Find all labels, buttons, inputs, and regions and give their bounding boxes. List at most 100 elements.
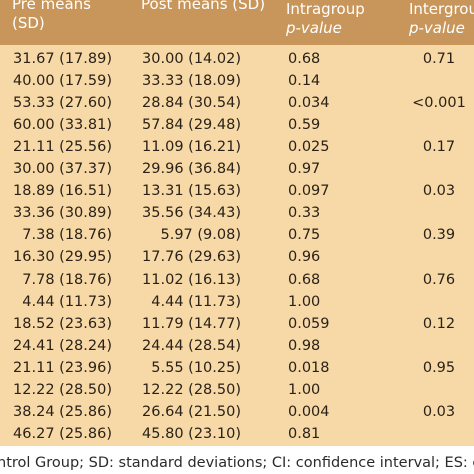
- cell-pre-mean: 40.00 (17.59): [13, 73, 112, 90]
- cell-intergroup-p: 0.39: [422, 227, 456, 244]
- footnote-text: ntrol Group; SD: standard deviations; CI…: [0, 455, 474, 471]
- header-inter-line2: p-value: [409, 19, 465, 37]
- cell-post-mean: 4.44 (11.73): [151, 293, 241, 310]
- cell-intergroup-p: <0.001: [412, 95, 466, 112]
- cell-intergroup-wrap: 0.95: [0, 357, 474, 379]
- cell-post-mean: 5.55 (10.25): [151, 359, 241, 376]
- cell-post-mean: 5.97 (9.08): [160, 227, 242, 244]
- cell-pre-mean: 33.36 (30.89): [13, 205, 112, 222]
- table-row: 18.89 (16.51) 13.31 (15.63) 0.097 0.03: [0, 180, 474, 202]
- cell-intergroup-wrap: 0.17: [0, 136, 474, 158]
- table-row: 7.78 (18.76) 11.02 (16.13) 0.68 0.76: [0, 269, 474, 291]
- cell-intergroup-wrap: [0, 423, 474, 445]
- cell-intergroup-wrap: [0, 291, 474, 313]
- cell-pre-mean: 24.41 (28.24): [13, 337, 112, 354]
- cell-intergroup-wrap: [0, 114, 474, 136]
- header-pre-means: Pre means (SD): [12, 0, 91, 33]
- cell-intergroup-wrap: 0.76: [0, 269, 474, 291]
- cell-pre-mean: 53.33 (27.60): [13, 95, 112, 112]
- cell-pre-mean: 60.00 (33.81): [13, 117, 112, 134]
- table-footnote: ntrol Group; SD: standard deviations; CI…: [0, 452, 474, 474]
- cell-intergroup-wrap: [0, 335, 474, 357]
- header-intra-line1: Intragroup: [286, 0, 365, 18]
- cell-pre-mean: 21.11 (23.96): [13, 359, 112, 376]
- cell-post-mean: 11.09 (16.21): [142, 139, 241, 156]
- cell-intragroup-p: 0.14: [288, 73, 321, 90]
- cell-intragroup-p: 1.00: [288, 381, 321, 398]
- table-row: 38.24 (25.86) 26.64 (21.50) 0.004 0.03: [0, 401, 474, 423]
- cell-pre-mean: 38.24 (25.86): [13, 403, 112, 420]
- cell-intragroup-p: 0.75: [288, 227, 321, 244]
- cell-intergroup-wrap: <0.001: [0, 92, 474, 114]
- cell-pre-mean: 18.52 (23.63): [13, 315, 112, 332]
- cell-intergroup-wrap: [0, 158, 474, 180]
- cell-pre-mean: 21.11 (25.56): [13, 139, 112, 156]
- table-row: 33.36 (30.89) 35.56 (34.43) 0.33: [0, 202, 474, 224]
- cell-post-mean: 26.64 (21.50): [142, 403, 241, 420]
- cell-intragroup-p: 0.68: [288, 271, 321, 288]
- header-intragroup: Intragroup p-value: [286, 0, 365, 38]
- cell-intragroup-p: 0.097: [288, 183, 330, 200]
- cell-intragroup-p: 0.98: [288, 337, 321, 354]
- table-row: 12.22 (28.50) 12.22 (28.50) 1.00: [0, 379, 474, 401]
- cell-pre-mean: 18.89 (16.51): [13, 183, 112, 200]
- table-row: 18.52 (23.63) 11.79 (14.77) 0.059 0.12: [0, 313, 474, 335]
- cell-intragroup-p: 0.018: [288, 359, 330, 376]
- cell-intergroup-p: 0.03: [422, 403, 456, 420]
- cell-intragroup-p: 0.81: [288, 425, 321, 442]
- cell-post-mean: 11.02 (16.13): [142, 271, 241, 288]
- cell-intragroup-p: 1.00: [288, 293, 321, 310]
- cell-intergroup-wrap: 0.39: [0, 224, 474, 246]
- cell-intergroup-p: 0.71: [422, 51, 456, 67]
- cell-intergroup-p: 0.76: [422, 271, 456, 288]
- cell-intergroup-wrap: [0, 379, 474, 401]
- cell-intragroup-p: 0.059: [288, 315, 330, 332]
- table-row: 40.00 (17.59) 33.33 (18.09) 0.14: [0, 70, 474, 92]
- cell-pre-mean: 7.78 (18.76): [22, 271, 112, 288]
- header-intergroup: Intergrou p-value: [409, 0, 474, 38]
- cell-intergroup-wrap: [0, 202, 474, 224]
- table-row: 60.00 (33.81) 57.84 (29.48) 0.59: [0, 114, 474, 136]
- table-header: Pre means (SD) Post means (SD) Intragrou…: [0, 0, 474, 45]
- header-pre-line2: (SD): [12, 14, 45, 32]
- cell-intragroup-p: 0.33: [288, 205, 321, 222]
- table-row: 21.11 (23.96) 5.55 (10.25) 0.018 0.95: [0, 357, 474, 379]
- cell-post-mean: 29.96 (36.84): [142, 161, 241, 178]
- cell-pre-mean: 46.27 (25.86): [13, 425, 112, 442]
- cell-intragroup-p: 0.034: [288, 95, 330, 112]
- table-row: 21.11 (25.56) 11.09 (16.21) 0.025 0.17: [0, 136, 474, 158]
- header-intra-line2: p-value: [286, 19, 342, 37]
- cell-pre-mean: 16.30 (29.95): [13, 249, 112, 266]
- cell-intergroup-wrap: [0, 246, 474, 268]
- cell-intergroup-p: 0.17: [422, 139, 456, 156]
- cell-pre-mean: 4.44 (11.73): [22, 293, 112, 310]
- header-pre-line1: Pre means: [12, 0, 91, 13]
- cell-intragroup-p: 0.96: [288, 249, 321, 266]
- header-post-line1: Post means (SD): [141, 0, 266, 13]
- table-row: 53.33 (27.60) 28.84 (30.54) 0.034 <0.001: [0, 92, 474, 114]
- header-post-means: Post means (SD): [141, 0, 265, 14]
- cell-post-mean: 13.31 (15.63): [142, 183, 241, 200]
- cell-intergroup-p: 0.03: [422, 183, 456, 200]
- cell-post-mean: 45.80 (23.10): [142, 425, 241, 442]
- cell-intergroup-wrap: 0.12: [0, 313, 474, 335]
- cell-intergroup-wrap: 0.71: [0, 48, 474, 70]
- table-row: 24.41 (28.24) 24.44 (28.54) 0.98: [0, 335, 474, 357]
- cell-post-mean: 57.84 (29.48): [142, 117, 241, 134]
- cell-post-mean: 24.44 (28.54): [142, 337, 241, 354]
- cell-intergroup-wrap: 0.03: [0, 180, 474, 202]
- cell-intergroup-wrap: 0.03: [0, 401, 474, 423]
- cell-post-mean: 33.33 (18.09): [142, 73, 241, 90]
- header-inter-line1: Intergrou: [409, 0, 474, 18]
- table-row: 7.38 (18.76) 5.97 (9.08) 0.75 0.39: [0, 224, 474, 246]
- cell-pre-mean: 7.38 (18.76): [22, 227, 112, 244]
- cell-post-mean: 11.79 (14.77): [142, 315, 241, 332]
- results-table: Pre means (SD) Post means (SD) Intragrou…: [0, 0, 474, 446]
- cell-intragroup-p: 0.004: [288, 403, 330, 420]
- table-row: 31.67 (17.89) 30.00 (14.02) 0.68 0.71: [0, 48, 474, 70]
- table-row: 46.27 (25.86) 45.80 (23.10) 0.81: [0, 423, 474, 445]
- table-row: 4.44 (11.73) 4.44 (11.73) 1.00: [0, 291, 474, 313]
- cell-pre-mean: 30.00 (37.37): [13, 161, 112, 178]
- cell-post-mean: 17.76 (29.63): [142, 249, 241, 266]
- cell-intragroup-p: 0.97: [288, 161, 321, 178]
